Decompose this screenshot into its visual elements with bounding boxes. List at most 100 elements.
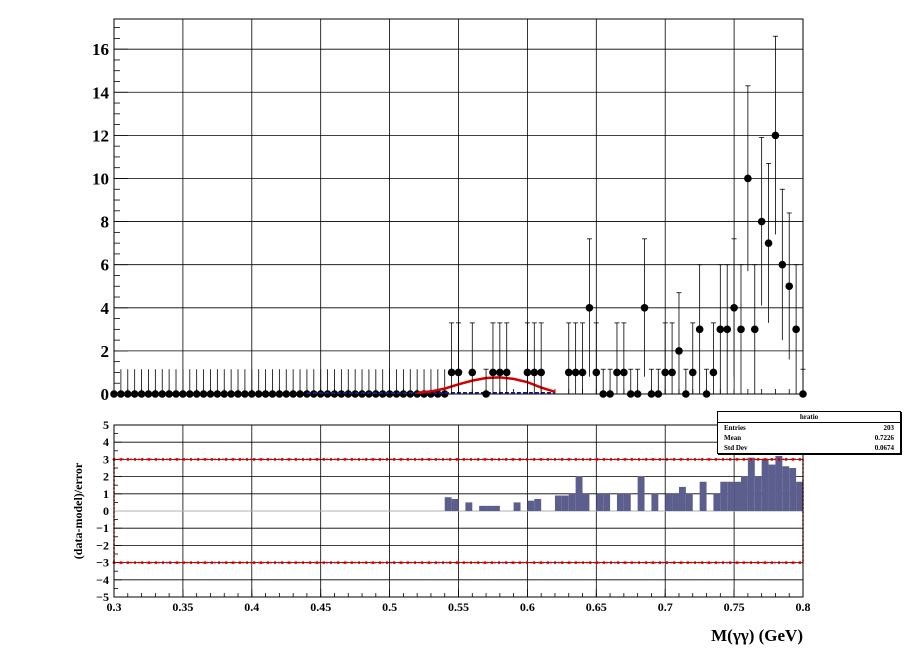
data-point <box>585 303 594 312</box>
threshold-marker <box>742 561 746 564</box>
y-tick-label: −3 <box>96 556 109 570</box>
threshold-marker <box>357 458 361 461</box>
threshold-marker <box>623 458 627 461</box>
data-point <box>454 368 463 377</box>
stats-value: 0.0674 <box>874 444 894 452</box>
y-tick-label: −2 <box>96 538 109 552</box>
data-point <box>151 390 160 398</box>
threshold-marker <box>406 561 410 564</box>
threshold-marker <box>217 458 221 461</box>
residual-bar <box>623 493 631 511</box>
threshold-marker <box>777 458 781 461</box>
bottom-panel: −5 −4 −3 −2 −1 0 1 2 3 4 5 0.3 0.35 0.4 0.45 0.5 0.55 0.6… <box>96 418 810 614</box>
threshold-marker <box>210 561 214 564</box>
threshold-marker <box>609 458 613 461</box>
threshold-marker <box>280 561 284 564</box>
threshold-marker <box>749 561 753 564</box>
threshold-marker <box>441 458 445 461</box>
threshold-marker <box>266 458 270 461</box>
threshold-marker <box>427 561 431 564</box>
top-panel: 0 2 4 6 8 10 12 14 16 <box>92 18 807 404</box>
threshold-marker <box>630 561 634 564</box>
threshold-marker <box>420 561 424 564</box>
threshold-marker <box>364 458 368 461</box>
threshold-marker <box>182 458 186 461</box>
data-point <box>785 282 794 291</box>
threshold-marker <box>175 458 179 461</box>
threshold-marker <box>784 561 788 564</box>
threshold-marker <box>259 458 263 461</box>
threshold-marker <box>490 458 494 461</box>
threshold-marker <box>231 561 235 564</box>
data-point <box>599 390 607 398</box>
residual-bar <box>740 476 748 511</box>
data-point <box>564 368 573 377</box>
threshold-marker <box>777 561 781 564</box>
threshold-marker <box>189 561 193 564</box>
data-point <box>709 368 718 377</box>
threshold-marker <box>798 561 802 564</box>
threshold-marker <box>252 458 256 461</box>
x-tick-label: 0.6 <box>520 600 535 614</box>
residual-bar <box>444 497 452 511</box>
residual-bar <box>768 464 776 511</box>
threshold-marker <box>686 561 690 564</box>
data-point <box>716 325 725 334</box>
threshold-marker <box>651 561 655 564</box>
threshold-marker <box>784 458 788 461</box>
x-tick-label: 0.3 <box>107 600 122 614</box>
data-point <box>248 390 256 398</box>
y-tick-label: 10 <box>92 169 109 188</box>
threshold-marker <box>469 458 473 461</box>
data-point <box>530 368 539 377</box>
threshold-marker <box>259 561 263 564</box>
data-point <box>571 368 580 377</box>
threshold-marker <box>581 458 585 461</box>
threshold-marker <box>721 458 725 461</box>
data-point <box>158 390 167 398</box>
threshold-marker <box>700 458 704 461</box>
threshold-marker <box>588 561 592 564</box>
stats-value: 0.7226 <box>874 434 894 442</box>
threshold-marker <box>700 561 704 564</box>
y-tick-label: 16 <box>92 40 109 59</box>
threshold-marker <box>224 458 228 461</box>
threshold-marker <box>427 458 431 461</box>
threshold-marker <box>623 561 627 564</box>
residual-bar <box>651 493 659 511</box>
data-point <box>537 368 545 377</box>
y-tick-label: −1 <box>96 521 109 535</box>
threshold-marker <box>371 561 375 564</box>
threshold-marker <box>532 561 536 564</box>
threshold-marker <box>763 561 767 564</box>
threshold-marker <box>644 458 648 461</box>
threshold-marker <box>567 561 571 564</box>
threshold-marker <box>301 458 305 461</box>
data-point <box>234 390 242 398</box>
data-point <box>268 390 277 398</box>
threshold-marker <box>147 561 151 564</box>
threshold-marker <box>714 561 718 564</box>
threshold-marker <box>273 561 277 564</box>
y-tick-label: 3 <box>103 452 109 466</box>
threshold-marker <box>658 458 662 461</box>
threshold-marker <box>511 561 515 564</box>
data-point <box>496 368 504 377</box>
residual-bar <box>754 476 762 511</box>
data-point <box>227 390 235 398</box>
y-tick-label: 14 <box>92 83 110 102</box>
threshold-marker <box>322 458 326 461</box>
threshold-marker <box>770 561 774 564</box>
threshold-marker <box>672 458 676 461</box>
threshold-marker <box>119 561 123 564</box>
y-tick-label: 0 <box>103 504 109 518</box>
threshold-marker <box>686 458 690 461</box>
threshold-marker <box>203 561 207 564</box>
threshold-marker <box>658 561 662 564</box>
data-point <box>137 390 146 398</box>
threshold-marker <box>791 458 795 461</box>
y-tick-label: 12 <box>92 126 109 145</box>
x-tick-label: 0.35 <box>172 600 193 614</box>
y-tick-label: 2 <box>103 470 109 484</box>
x-tick-label: 0.7 <box>658 600 673 614</box>
